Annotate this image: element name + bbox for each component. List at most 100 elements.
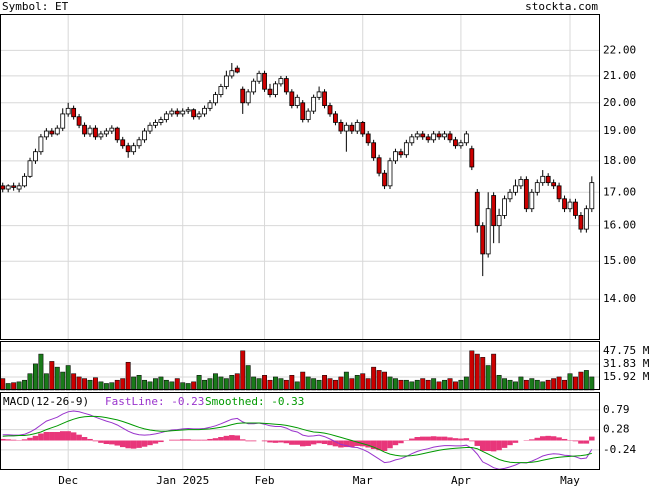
candle-body — [414, 133, 420, 138]
legend-label: Smoothed: -0.33 — [205, 395, 304, 408]
volume-bar — [502, 378, 507, 391]
macd-histogram — [354, 440, 361, 446]
macd-histogram — [0, 438, 6, 441]
candle-body — [43, 130, 49, 138]
macd-histogram — [409, 438, 415, 441]
macd-histogram — [490, 440, 497, 452]
candle-body — [142, 130, 147, 141]
volume-bar — [447, 378, 453, 391]
volume-bar — [262, 375, 267, 391]
candle-body — [114, 127, 120, 141]
candle-body — [523, 179, 529, 210]
candle-body — [474, 191, 480, 227]
candle-body — [349, 124, 355, 132]
candle-body — [491, 195, 497, 227]
candle-body — [311, 96, 317, 112]
candle-body — [578, 215, 584, 230]
candle-body — [327, 105, 333, 115]
macd-histogram — [59, 431, 66, 441]
macd-histogram — [572, 440, 579, 442]
macd-histogram — [561, 438, 568, 441]
macd-histogram — [179, 439, 186, 441]
macd-histogram — [87, 438, 93, 441]
volume-bar — [518, 376, 524, 391]
volume-bar — [180, 382, 186, 391]
macd-histogram — [463, 438, 470, 441]
macd-histogram — [234, 435, 241, 441]
macd-histogram — [81, 437, 88, 441]
macd-histogram — [174, 439, 181, 441]
macd-histogram — [425, 436, 431, 441]
candle-body — [589, 182, 595, 210]
volume-bar — [174, 378, 180, 391]
macd-histogram — [343, 440, 350, 448]
candle-body — [420, 133, 426, 138]
macd-histogram — [578, 440, 584, 444]
volume-bar — [0, 378, 6, 391]
macd-histogram — [152, 440, 159, 444]
y-tick-label: 15.92 M — [603, 370, 650, 383]
x-tick-label: Jan 2025 — [156, 474, 209, 486]
volume-bar — [229, 375, 235, 391]
volume-bar — [256, 378, 262, 391]
macd-histogram — [294, 440, 301, 445]
macd-histogram — [310, 440, 317, 445]
candle-body — [583, 208, 589, 230]
candle-body — [551, 182, 557, 187]
candle-body — [213, 94, 218, 104]
volume-bar — [322, 375, 327, 391]
volume-bar — [589, 376, 595, 391]
macd-histogram — [550, 436, 557, 441]
candle-body — [365, 133, 371, 144]
volume-bar — [158, 376, 164, 391]
volume-bar — [474, 353, 480, 391]
candle-body — [174, 110, 180, 115]
macd-histogram — [185, 439, 191, 441]
candle-body — [93, 127, 98, 138]
candle-body — [300, 102, 306, 120]
volume-bar — [311, 378, 317, 391]
macd-histogram — [278, 440, 284, 443]
candle-body — [382, 172, 387, 187]
macd-histogram — [436, 436, 442, 441]
volume-bar — [300, 371, 306, 391]
volume-bar — [540, 381, 546, 391]
candle-body — [333, 113, 338, 123]
macd-histogram — [327, 440, 333, 446]
candle-body — [447, 133, 453, 141]
candle-body — [371, 142, 377, 159]
volume-bar — [251, 376, 257, 391]
y-tick-label: 0.28 — [603, 423, 630, 436]
volume-bar — [480, 357, 486, 391]
volume-bar — [273, 376, 278, 391]
volume-bar — [343, 371, 349, 391]
macd-histogram — [458, 438, 464, 441]
candle-body — [556, 185, 562, 200]
macd-histogram — [147, 440, 153, 446]
candle-body — [262, 72, 267, 90]
volume-bar — [223, 378, 229, 391]
macd-histogram — [261, 440, 268, 442]
macd-histogram — [229, 435, 235, 441]
y-tick-label: 22.00 — [603, 43, 636, 56]
y-tick-label: 16.00 — [603, 219, 636, 232]
candle-body — [469, 148, 475, 168]
macd-histogram — [289, 440, 295, 445]
volume-bar — [191, 381, 197, 391]
candle-body — [453, 139, 458, 147]
macd-histogram — [158, 440, 164, 443]
candle-body — [27, 160, 33, 177]
candle-body — [518, 179, 524, 187]
volume-bar — [267, 379, 273, 391]
volume-bar — [556, 376, 562, 391]
volume-bar — [371, 366, 377, 391]
macd-histogram — [76, 434, 82, 441]
volume-bar — [22, 379, 27, 391]
volume-bar — [534, 379, 540, 391]
x-tick-label: May — [560, 474, 580, 486]
candle-body — [409, 136, 415, 144]
macd-histogram — [512, 440, 519, 443]
volume-bar — [289, 375, 295, 391]
volume-bar — [316, 379, 322, 391]
macd-histogram — [452, 438, 459, 441]
